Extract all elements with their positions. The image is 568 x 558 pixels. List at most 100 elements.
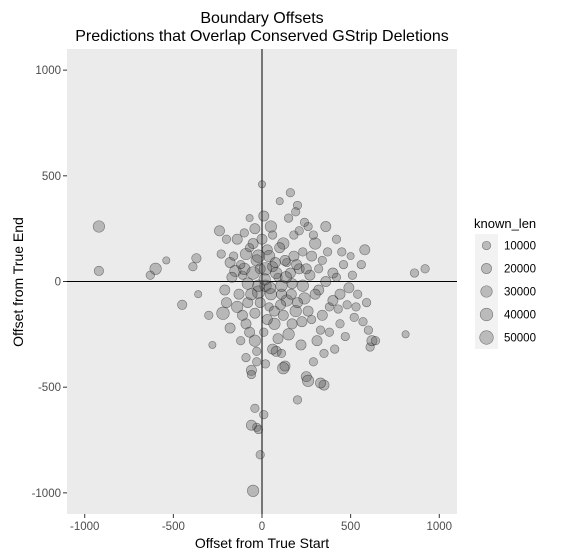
data-point [358,317,368,327]
data-point [216,249,226,259]
legend-label: 30000 [504,287,536,299]
data-point [226,271,238,283]
reference-lines [67,49,457,514]
data-point [252,357,262,367]
data-point [249,307,261,319]
data-point [269,257,281,268]
data-point [233,288,245,300]
legend-entries: 10000 20000 30000 40000 50000 [475,234,536,349]
data-point [359,244,371,256]
data-point [208,340,217,349]
legend-symbol [480,285,493,298]
legend-entry: 30000 [475,280,536,303]
data-point [264,220,277,233]
data-point [204,310,214,320]
data-point [409,268,420,278]
data-point [363,325,373,335]
data-point [188,262,198,272]
legend-entry: 20000 [475,257,536,280]
x-tick-label: -1000 [70,521,99,533]
x-axis-title: Offset from True Start [195,535,329,551]
data-point [92,220,105,233]
data-points [92,180,430,497]
data-point [277,309,289,321]
y-tick-label: -500 [38,382,61,394]
data-point [162,256,171,265]
data-point [251,285,266,299]
data-point [221,234,232,244]
data-point [365,342,375,352]
legend: known_len 10000 20000 30000 40000 50000 [474,216,536,349]
data-point [229,251,239,261]
data-point [302,374,315,387]
data-point [331,272,342,282]
legend-label: 40000 [504,310,536,322]
legend-label: 50000 [504,333,536,345]
data-point [236,260,246,270]
data-point [258,180,266,189]
data-point [273,272,283,282]
data-point [245,419,257,431]
data-point [420,264,430,274]
data-point [340,331,350,342]
data-point [318,379,330,391]
data-point [324,302,334,312]
data-point [296,316,308,328]
data-point [279,360,291,372]
data-point [248,334,261,347]
data-point [347,270,357,280]
data-point [242,297,254,309]
data-point [149,262,162,275]
data-point [277,362,290,375]
data-point [401,330,410,339]
data-point [282,257,292,268]
data-point [258,210,270,222]
y-tick-label: -1000 [32,488,61,500]
data-point [224,257,236,268]
data-point [240,318,252,330]
x-tick-label: 0 [259,521,265,533]
x-tick-label: 1000 [426,521,452,533]
data-point [275,279,288,292]
data-point [238,262,251,275]
data-point [255,450,265,460]
data-point [292,200,303,210]
data-point [309,237,322,250]
data-point [219,284,231,296]
data-point [291,207,301,217]
data-point [323,247,333,257]
legend-key [475,303,498,326]
data-point [317,255,327,265]
data-point [293,263,305,275]
x-tick-label: 500 [341,521,360,533]
data-point [267,343,279,355]
data-point [346,252,355,261]
legend-key [475,326,498,349]
data-point [270,345,282,357]
data-point [335,319,345,329]
data-point [259,410,269,420]
data-point [279,254,291,266]
data-point [237,309,248,321]
data-point [245,288,258,301]
data-point [333,304,343,314]
data-point [259,327,269,337]
data-point [254,263,266,275]
chart-subtitle: Predictions that Overlap Conserved GStri… [75,28,449,45]
data-point [231,233,243,245]
data-point [264,288,277,301]
axis-ticks: -1000 -500 0 500 1000 -1000 -500 0 500 1000 [32,65,452,533]
data-point [307,314,317,325]
data-point [246,369,256,380]
legend-key [475,234,498,257]
data-point [292,395,303,405]
data-point [263,250,276,263]
data-point [343,282,355,294]
data-point [349,312,359,322]
y-tick-label: 500 [42,171,61,183]
data-point [241,353,251,363]
data-point [296,279,309,292]
data-point [261,244,273,256]
data-point [285,188,295,198]
legend-label: 20000 [504,264,536,276]
